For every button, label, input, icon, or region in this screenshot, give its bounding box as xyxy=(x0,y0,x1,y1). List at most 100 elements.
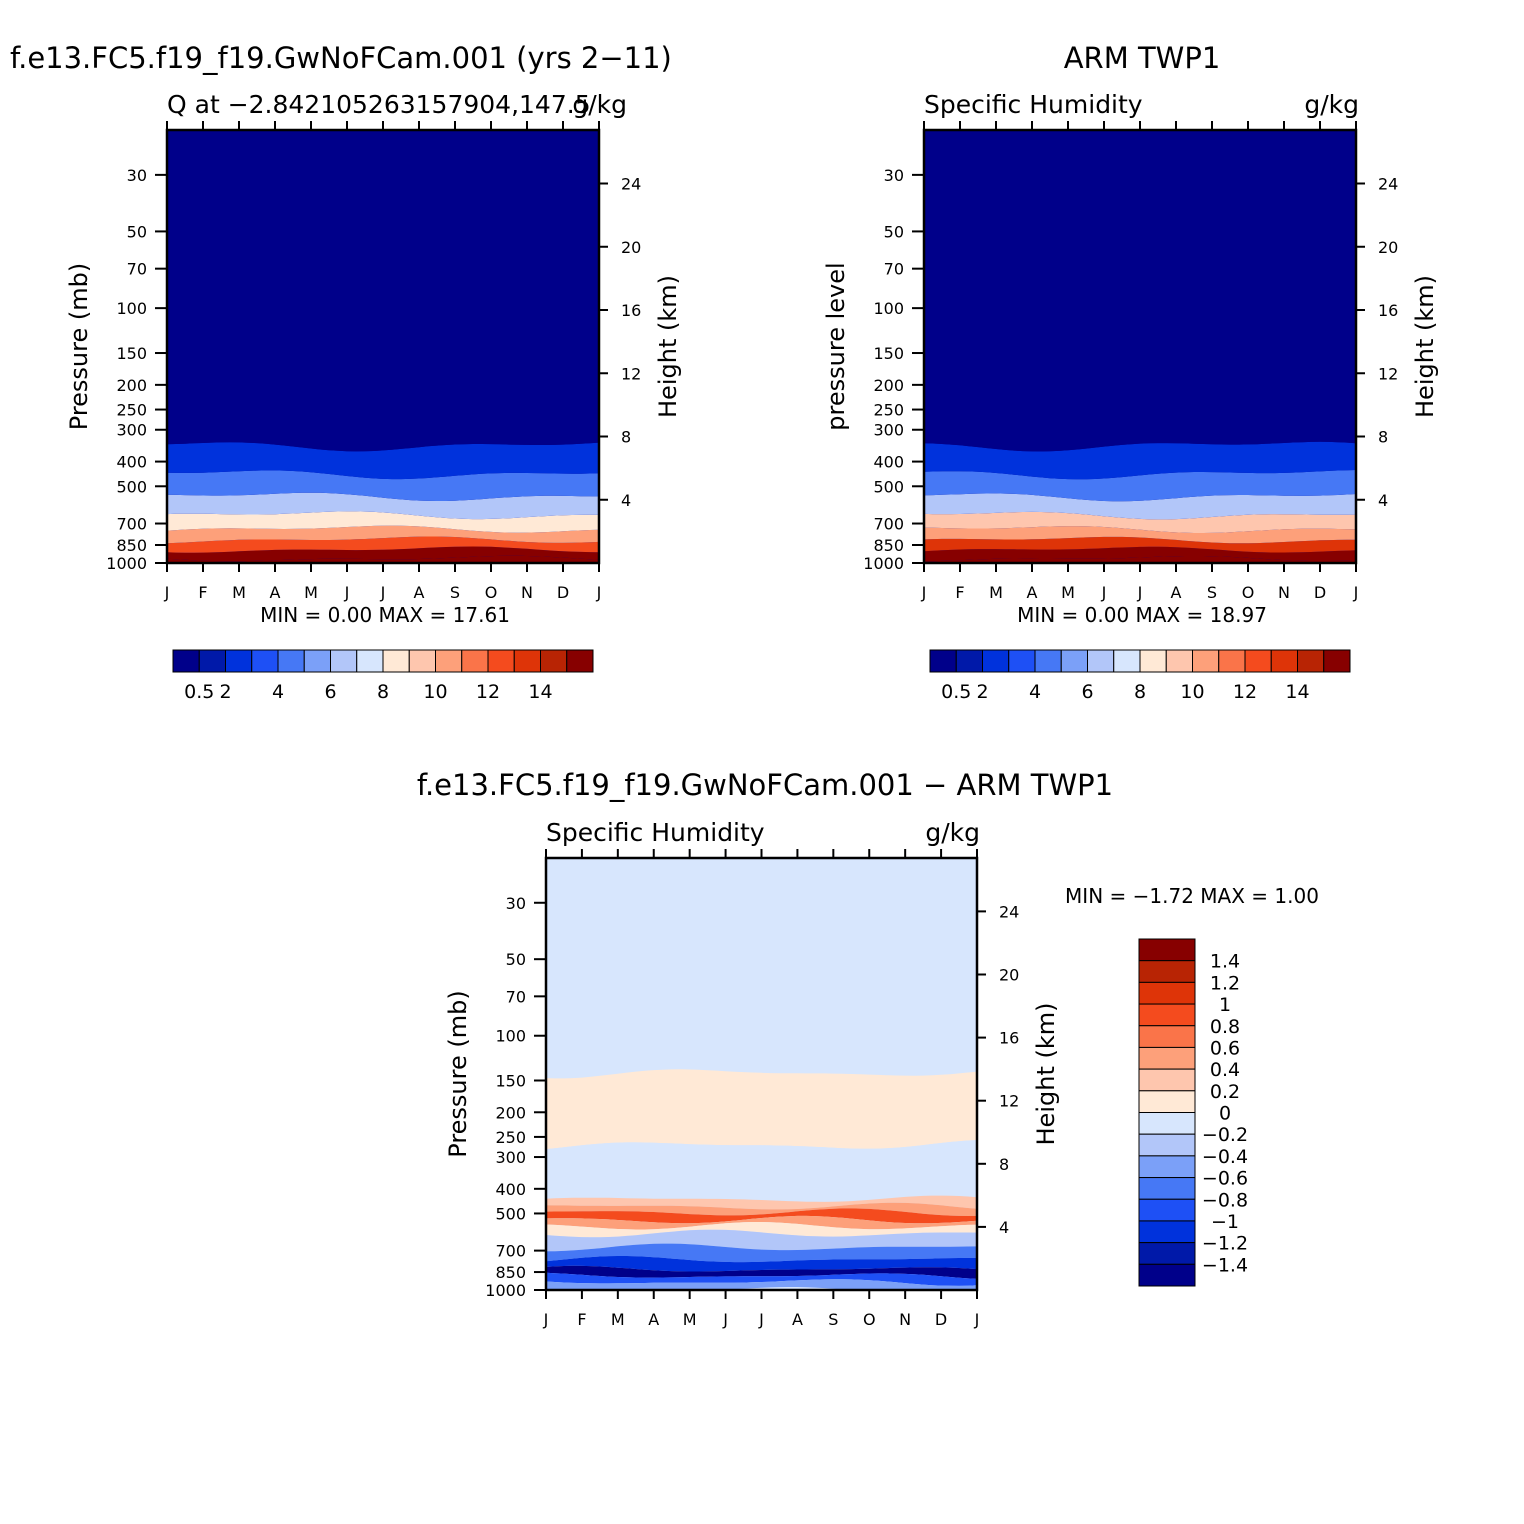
contour-band xyxy=(546,1229,977,1252)
colorbar-label: 1 xyxy=(1219,994,1231,1016)
colorbar-label: −0.2 xyxy=(1202,1124,1248,1146)
colorbar-label: 14 xyxy=(528,681,552,703)
colorbar-swatch xyxy=(1138,1242,1196,1265)
colorbar-swatch xyxy=(172,649,200,673)
right-string: g/kg xyxy=(572,90,627,119)
y-tick-label: 100 xyxy=(873,299,904,318)
panel-difference: J F M A M J J A S O N D J305070100150200250300400500… xyxy=(417,768,1319,1329)
colorbar-label: −0.6 xyxy=(1202,1168,1248,1190)
colorbar-swatch xyxy=(198,649,226,673)
contour-band xyxy=(546,1140,977,1204)
y-tick-label: 100 xyxy=(495,1027,526,1046)
x-tick-label: N xyxy=(521,583,533,602)
contour-band xyxy=(167,525,599,544)
colorbar-label: −1.2 xyxy=(1202,1233,1248,1255)
contour-band xyxy=(924,470,1356,502)
colorbar-label: 6 xyxy=(1081,681,1093,703)
colorbar-label: 0.5 xyxy=(184,681,214,703)
y-right-tick-label: 8 xyxy=(621,428,631,447)
colorbar-label: 0.8 xyxy=(1210,1016,1240,1038)
y-tick-label: 70 xyxy=(884,260,904,279)
colorbar-label: 4 xyxy=(272,681,284,703)
contour-band xyxy=(167,555,599,563)
contour-band xyxy=(924,441,1356,480)
y-tick-label: 30 xyxy=(884,166,904,185)
y-tick-label: 50 xyxy=(506,950,526,969)
colorbar-label: 8 xyxy=(377,681,389,703)
y-tick-label: 200 xyxy=(873,376,904,395)
y-tick-label: 500 xyxy=(116,477,147,496)
contour-band xyxy=(546,1195,977,1210)
contour-band xyxy=(546,1256,977,1272)
colorbar-swatch xyxy=(1297,649,1325,673)
colorbar-swatch xyxy=(955,649,983,673)
colorbar-swatch xyxy=(1138,1133,1196,1157)
y-right-axis-label: Height (km) xyxy=(1032,1003,1060,1146)
x-tick-label: J xyxy=(974,1310,980,1329)
min-max-text: MIN = 0.00 MAX = 18.97 xyxy=(1017,603,1267,627)
colorbar-swatch xyxy=(1034,649,1062,673)
colorbar-swatch xyxy=(540,649,568,673)
x-tick-label: J xyxy=(380,583,386,602)
y-right-tick-label: 16 xyxy=(1378,301,1398,320)
x-tick-label: A xyxy=(1027,583,1038,602)
y-tick-label: 850 xyxy=(873,536,904,555)
y-right-tick-label: 12 xyxy=(1378,364,1398,383)
x-tick-label: J xyxy=(1137,583,1143,602)
y-tick-label: 300 xyxy=(116,421,147,440)
left-string: Specific Humidity xyxy=(546,818,765,847)
y-tick-label: 30 xyxy=(127,166,147,185)
colorbar-swatch xyxy=(1087,649,1115,673)
y-tick-label: 70 xyxy=(506,987,526,1006)
x-tick-label: A xyxy=(648,1310,659,1329)
x-tick-label: J xyxy=(344,583,350,602)
y-tick-label: 150 xyxy=(116,344,147,363)
contour-band xyxy=(167,511,599,533)
x-tick-label: A xyxy=(1171,583,1182,602)
colorbar-swatch xyxy=(461,649,489,673)
colorbar-swatch xyxy=(382,649,410,673)
contour-band xyxy=(546,1272,977,1286)
x-tick-label: J xyxy=(1353,583,1359,602)
contour-band xyxy=(546,1202,977,1216)
y-tick-label: 250 xyxy=(873,401,904,420)
y-tick-label: 400 xyxy=(495,1180,526,1199)
colorbar-label: 12 xyxy=(1233,681,1257,703)
y-tick-label: 1000 xyxy=(485,1281,526,1300)
colorbar-swatch xyxy=(1138,1155,1196,1179)
x-tick-label: A xyxy=(414,583,425,602)
x-tick-label: M xyxy=(611,1310,625,1329)
chart-title: f.e13.FC5.f19_f19.GwNoFCam.001 (yrs 2−11… xyxy=(10,41,672,75)
x-tick-label: D xyxy=(935,1310,947,1329)
colorbar-swatch xyxy=(1323,649,1351,673)
colorbar-swatch xyxy=(929,649,957,673)
colorbar-swatch xyxy=(1218,649,1246,673)
colorbar-swatch xyxy=(1138,1025,1196,1048)
x-tick-label: M xyxy=(683,1310,697,1329)
contour-band xyxy=(924,546,1356,562)
colorbar-label: 0.2 xyxy=(1210,1081,1240,1103)
contour-field xyxy=(546,858,977,1290)
y-tick-label: 200 xyxy=(116,376,147,395)
x-tick-label: J xyxy=(722,1310,728,1329)
colorbar-label: −1 xyxy=(1211,1211,1239,1233)
colorbar-swatch xyxy=(566,649,594,673)
y-tick-label: 70 xyxy=(127,260,147,279)
y-axis-label: pressure level xyxy=(822,262,850,430)
right-string: g/kg xyxy=(925,818,980,847)
colorbar-swatch xyxy=(1008,649,1036,673)
colorbar-label: 6 xyxy=(324,681,336,703)
x-tick-label: F xyxy=(198,583,207,602)
y-tick-label: 300 xyxy=(495,1148,526,1167)
right-string: g/kg xyxy=(1304,90,1359,119)
colorbar-label: −0.8 xyxy=(1202,1189,1248,1211)
y-right-axis-label: Height (km) xyxy=(1411,275,1439,418)
colorbar-label: 0 xyxy=(1219,1103,1231,1125)
x-tick-label: M xyxy=(1061,583,1075,602)
colorbar-label: 2 xyxy=(976,681,988,703)
x-tick-label: D xyxy=(1314,583,1326,602)
colorbar-swatch xyxy=(1192,649,1220,673)
x-tick-label: A xyxy=(792,1310,803,1329)
y-tick-label: 50 xyxy=(884,222,904,241)
